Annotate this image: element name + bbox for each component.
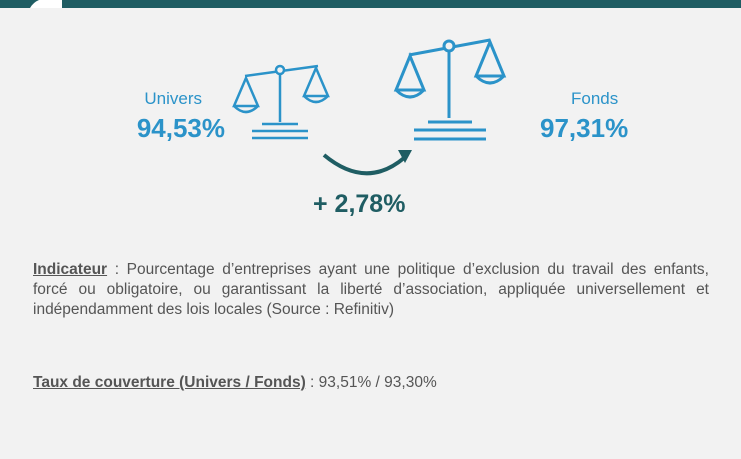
big-scale <box>393 38 507 141</box>
coverage: Taux de couverture (Univers / Fonds) : 9… <box>33 373 709 393</box>
fonds-label: Fonds <box>571 89 619 108</box>
coverage-text: : 93,51% / 93,30% <box>305 374 437 391</box>
indicator: Indicateur : Pourcentage d’entreprises a… <box>33 260 709 320</box>
tab <box>30 0 62 8</box>
top-bar <box>0 0 741 8</box>
small-scale <box>232 64 330 140</box>
univers-value: 94,53% <box>136 113 225 143</box>
arrow-head <box>398 150 412 163</box>
change: + 2,78% <box>313 190 406 218</box>
indicator-label: Indicateur <box>33 261 108 278</box>
fonds-value: 97,31% <box>540 113 629 143</box>
univers-label: Univers <box>144 89 202 108</box>
indicator-text: : Pourcentage d’entreprises ayant une po… <box>33 261 709 318</box>
arrow <box>322 153 406 176</box>
coverage-label: Taux de couverture (Univers / Fonds) <box>33 374 306 391</box>
